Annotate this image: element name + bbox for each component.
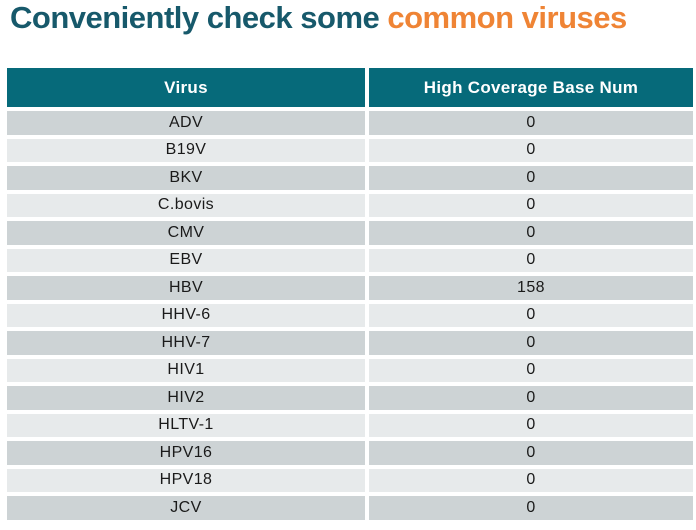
coverage-cell: 0	[369, 166, 693, 190]
virus-cell: B19V	[7, 138, 365, 162]
virus-cell: JCV	[7, 496, 365, 520]
column-header-virus: Virus	[7, 68, 365, 107]
coverage-cell: 0	[369, 441, 693, 465]
coverage-cell: 0	[369, 248, 693, 272]
virus-cell: HIV1	[7, 358, 365, 382]
virus-cell: HPV16	[7, 441, 365, 465]
coverage-cell: 0	[369, 358, 693, 382]
virus-cell: BKV	[7, 166, 365, 190]
column-header-coverage: High Coverage Base Num	[369, 68, 693, 107]
coverage-cell: 0	[369, 138, 693, 162]
page-title: Conveniently check some common viruses	[10, 0, 627, 35]
coverage-cell: 0	[369, 331, 693, 355]
coverage-cell: 0	[369, 386, 693, 410]
title-segment-teal: Conveniently check some	[10, 0, 388, 35]
virus-cell: EBV	[7, 248, 365, 272]
virus-cell: HHV-6	[7, 303, 365, 327]
coverage-cell: 0	[369, 303, 693, 327]
coverage-cell: 0	[369, 468, 693, 492]
virus-cell: C.bovis	[7, 193, 365, 217]
coverage-cell: 0	[369, 111, 693, 135]
virus-cell: ADV	[7, 111, 365, 135]
virus-cell: HBV	[7, 276, 365, 300]
title-segment-orange: common viruses	[387, 0, 627, 35]
virus-cell: HIV2	[7, 386, 365, 410]
virus-cell: HPV18	[7, 468, 365, 492]
coverage-cell: 158	[369, 276, 693, 300]
virus-cell: CMV	[7, 221, 365, 245]
coverage-cell: 0	[369, 221, 693, 245]
virus-cell: HHV-7	[7, 331, 365, 355]
virus-table: Virus High Coverage Base Num ADV 0 B19V 0 BK…	[7, 68, 693, 520]
virus-cell: HLTV-1	[7, 413, 365, 437]
coverage-cell: 0	[369, 193, 693, 217]
coverage-cell: 0	[369, 413, 693, 437]
coverage-cell: 0	[369, 496, 693, 520]
